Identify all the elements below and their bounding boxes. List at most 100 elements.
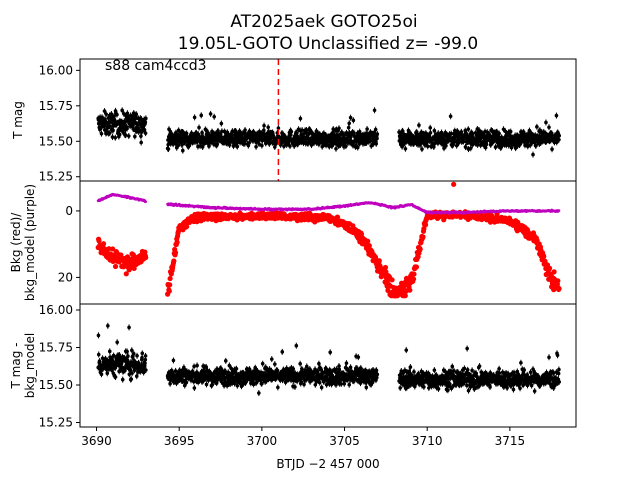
data-point bbox=[463, 145, 468, 149]
data-point bbox=[497, 131, 501, 136]
data-point bbox=[428, 130, 433, 135]
data-point bbox=[420, 147, 424, 151]
data-point bbox=[118, 252, 124, 258]
data-point bbox=[503, 129, 508, 134]
data-point bbox=[410, 276, 417, 282]
data-point bbox=[257, 138, 261, 143]
data-point bbox=[365, 127, 369, 131]
data-point bbox=[306, 132, 311, 136]
data-point bbox=[111, 128, 115, 133]
data-point bbox=[484, 142, 489, 147]
data-point bbox=[171, 258, 177, 264]
data-point bbox=[109, 112, 114, 116]
data-point bbox=[334, 146, 338, 151]
data-point bbox=[276, 126, 281, 130]
data-point bbox=[102, 109, 107, 113]
data-point bbox=[402, 293, 408, 299]
data-point bbox=[167, 282, 173, 288]
data-point bbox=[139, 134, 143, 138]
data-point bbox=[219, 121, 224, 126]
data-point bbox=[375, 136, 379, 141]
data-point bbox=[449, 131, 453, 136]
data-point bbox=[125, 111, 130, 116]
y-tick-label: 15.25 bbox=[39, 170, 73, 184]
series-Bkg bbox=[95, 181, 562, 299]
data-point bbox=[215, 142, 220, 146]
data-point bbox=[508, 129, 513, 134]
data-point bbox=[550, 147, 554, 152]
data-point bbox=[557, 209, 561, 213]
data-point bbox=[174, 239, 180, 245]
data-point bbox=[197, 125, 201, 130]
data-point bbox=[180, 148, 185, 153]
data-point bbox=[97, 359, 102, 363]
data-point bbox=[425, 144, 430, 149]
data-point bbox=[455, 129, 460, 133]
data-point bbox=[461, 139, 466, 144]
data-point bbox=[432, 128, 437, 133]
data-point bbox=[112, 114, 116, 118]
data-point bbox=[417, 246, 423, 252]
data-point bbox=[547, 125, 551, 130]
data-point bbox=[263, 132, 267, 137]
axes-frame bbox=[79, 58, 577, 182]
series-bkg-model bbox=[96, 192, 561, 215]
data-point bbox=[180, 143, 184, 147]
data-point bbox=[143, 120, 148, 124]
data-point bbox=[557, 133, 561, 138]
series-points-top bbox=[96, 107, 561, 158]
data-point bbox=[375, 132, 380, 136]
series-points-bottom bbox=[96, 322, 561, 397]
data-point bbox=[464, 131, 468, 135]
data-point bbox=[126, 134, 131, 138]
data-point bbox=[106, 323, 110, 328]
data-point bbox=[555, 278, 561, 284]
data-point bbox=[382, 264, 389, 271]
data-point bbox=[134, 112, 139, 116]
data-point bbox=[477, 128, 481, 132]
data-point bbox=[260, 143, 264, 148]
data-point bbox=[282, 144, 286, 149]
data-point bbox=[235, 144, 240, 149]
data-point bbox=[247, 141, 251, 145]
data-point bbox=[372, 108, 377, 113]
data-point bbox=[518, 141, 523, 146]
data-point bbox=[546, 265, 553, 271]
data-point bbox=[126, 115, 131, 120]
data-point bbox=[262, 123, 266, 128]
data-point bbox=[407, 287, 413, 293]
data-point bbox=[110, 135, 115, 139]
data-point bbox=[300, 128, 304, 132]
data-point bbox=[554, 113, 559, 118]
data-point bbox=[143, 254, 149, 261]
data-point bbox=[112, 263, 119, 270]
data-point bbox=[459, 130, 464, 134]
data-point bbox=[509, 145, 514, 150]
data-point bbox=[176, 128, 181, 133]
data-point bbox=[123, 133, 128, 137]
data-point bbox=[374, 142, 379, 146]
data-point bbox=[389, 277, 395, 283]
data-point bbox=[288, 144, 292, 148]
data-point bbox=[413, 264, 420, 270]
data-point bbox=[184, 131, 189, 136]
data-point bbox=[556, 285, 562, 292]
data-point bbox=[557, 137, 561, 142]
data-point bbox=[143, 131, 148, 135]
data-point bbox=[551, 269, 557, 275]
panels: 15.25 15.50 15.75 16.00 T mag 0 20 Bkg (red)/bk… bbox=[9, 58, 577, 448]
data-point bbox=[351, 118, 356, 123]
data-point bbox=[166, 147, 171, 151]
data-point bbox=[541, 253, 547, 260]
data-point bbox=[312, 141, 316, 145]
data-point bbox=[96, 333, 101, 338]
data-point bbox=[428, 125, 433, 130]
y-axis-label-top: T mag bbox=[11, 101, 25, 140]
data-point bbox=[373, 127, 378, 132]
data-point bbox=[298, 116, 303, 121]
y-tick-label: 0 bbox=[65, 204, 73, 218]
data-point bbox=[115, 112, 119, 117]
data-point bbox=[184, 223, 190, 230]
data-point bbox=[456, 141, 461, 145]
data-point bbox=[192, 115, 197, 120]
